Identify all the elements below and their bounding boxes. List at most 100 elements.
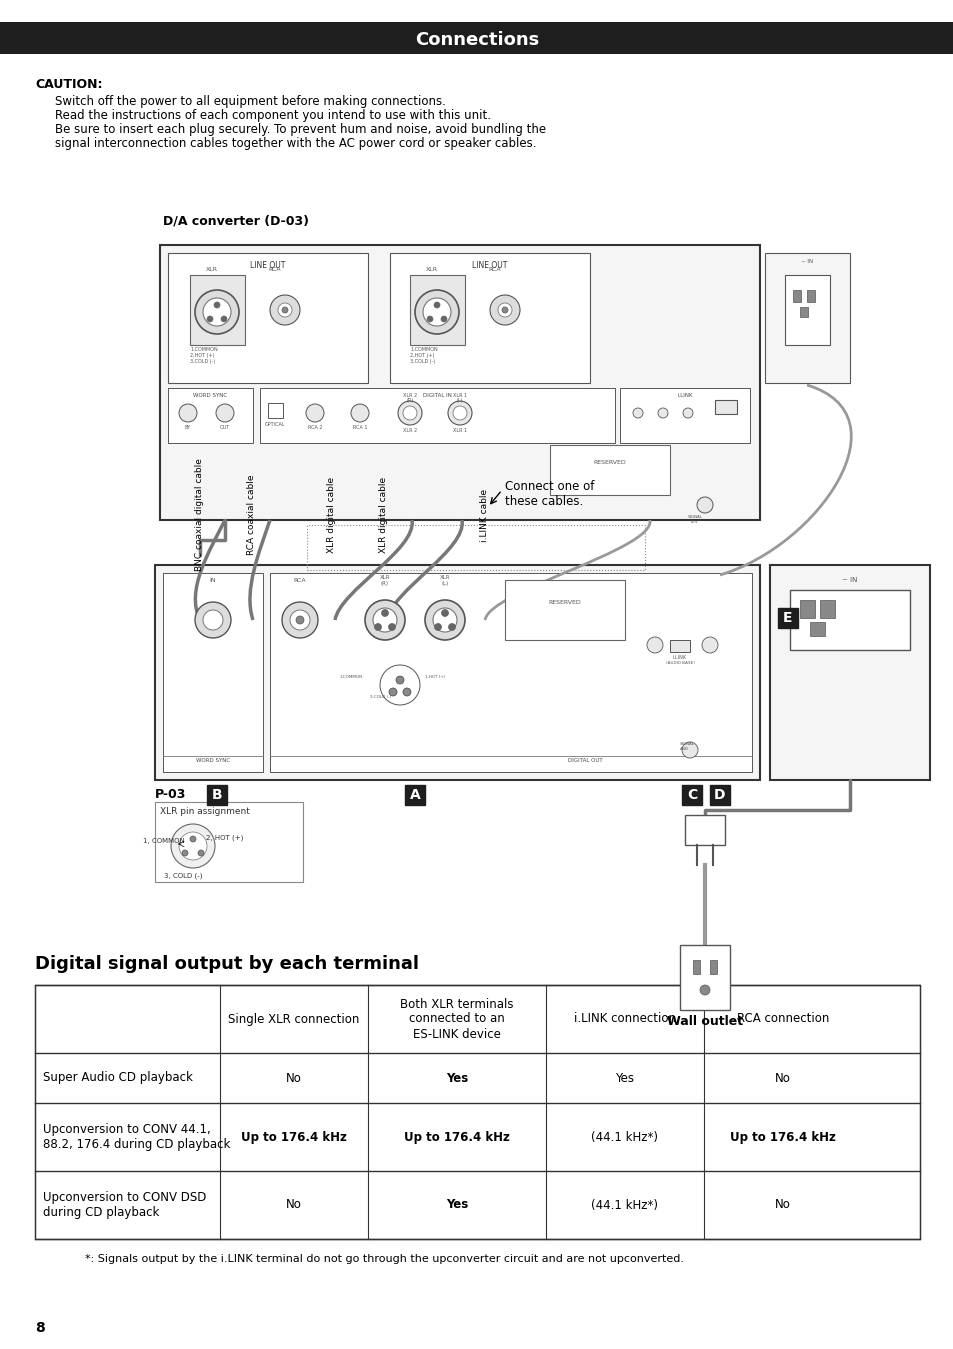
Bar xyxy=(684,815,724,844)
Text: Read the instructions of each component you intend to use with this unit.: Read the instructions of each component … xyxy=(55,109,491,121)
Circle shape xyxy=(389,688,396,696)
Circle shape xyxy=(373,608,396,631)
Text: OPTICAL: OPTICAL xyxy=(264,422,285,428)
Text: XLR 1: XLR 1 xyxy=(453,393,467,398)
Text: D/A converter (D-03): D/A converter (D-03) xyxy=(163,214,309,228)
Text: Digital signal output by each terminal: Digital signal output by each terminal xyxy=(35,955,418,973)
Text: (44.1 kHz*): (44.1 kHz*) xyxy=(591,1198,658,1211)
Circle shape xyxy=(397,401,421,425)
Text: LINE OUT: LINE OUT xyxy=(250,260,285,270)
Text: 2,HOT (+): 2,HOT (+) xyxy=(190,353,214,357)
Bar xyxy=(619,389,749,442)
Text: 3, COLD (-): 3, COLD (-) xyxy=(164,873,202,880)
Circle shape xyxy=(198,850,204,857)
Text: 1,COMMON: 1,COMMON xyxy=(410,347,437,352)
Circle shape xyxy=(171,824,214,867)
Circle shape xyxy=(190,836,195,842)
Circle shape xyxy=(194,602,231,638)
Text: 2, HOT (+): 2, HOT (+) xyxy=(206,835,243,842)
Bar xyxy=(35,985,919,1238)
Text: D: D xyxy=(714,788,725,803)
Circle shape xyxy=(681,742,698,758)
Circle shape xyxy=(365,600,405,639)
Text: (AUDIO BASE): (AUDIO BASE) xyxy=(665,661,694,665)
Text: C: C xyxy=(686,788,697,803)
Bar xyxy=(154,803,303,882)
Bar xyxy=(504,580,624,639)
Bar xyxy=(550,445,669,495)
Text: (R): (R) xyxy=(406,398,414,403)
Bar xyxy=(800,308,807,317)
Circle shape xyxy=(215,403,233,422)
Bar xyxy=(769,565,929,780)
Circle shape xyxy=(381,610,388,616)
Text: 1,COMMON: 1,COMMON xyxy=(190,347,217,352)
Circle shape xyxy=(700,985,709,996)
Bar xyxy=(789,590,909,650)
Bar xyxy=(268,403,283,418)
Text: RCA connection: RCA connection xyxy=(736,1013,828,1025)
Circle shape xyxy=(282,602,317,638)
Circle shape xyxy=(434,302,439,308)
Circle shape xyxy=(379,665,419,706)
Text: 3,COLD (-): 3,COLD (-) xyxy=(410,359,435,364)
Text: i.LINK: i.LINK xyxy=(677,393,692,398)
Text: 1, COMMON: 1, COMMON xyxy=(143,838,185,844)
Bar xyxy=(806,290,814,302)
Text: RCA coaxial cable: RCA coaxial cable xyxy=(247,475,256,556)
Text: 3,COLD (-): 3,COLD (-) xyxy=(190,359,215,364)
Circle shape xyxy=(402,688,411,696)
Bar xyxy=(190,275,245,345)
Circle shape xyxy=(290,610,310,630)
Circle shape xyxy=(182,850,188,857)
Circle shape xyxy=(497,304,512,317)
Text: 8: 8 xyxy=(35,1321,45,1336)
Text: Super Audio CD playback: Super Audio CD playback xyxy=(43,1071,193,1085)
Text: Wall outlet: Wall outlet xyxy=(666,1014,742,1028)
Circle shape xyxy=(682,407,692,418)
Text: XLR pin assignment: XLR pin assignment xyxy=(160,807,250,816)
Circle shape xyxy=(179,403,196,422)
Text: XLR
(L): XLR (L) xyxy=(439,575,450,585)
Bar xyxy=(679,946,729,1010)
Circle shape xyxy=(277,304,292,317)
Bar xyxy=(260,389,615,442)
Bar xyxy=(809,622,824,635)
Bar xyxy=(784,275,829,345)
Circle shape xyxy=(295,616,304,625)
Text: XLR 2: XLR 2 xyxy=(402,393,416,398)
Bar xyxy=(0,22,953,54)
Text: RESERVED: RESERVED xyxy=(593,460,626,465)
Text: A: A xyxy=(409,788,420,803)
Text: B: B xyxy=(212,788,222,803)
Circle shape xyxy=(213,302,220,308)
Text: DIGITAL OUT: DIGITAL OUT xyxy=(567,758,601,764)
Bar xyxy=(792,290,801,302)
Text: XLR digital cable: XLR digital cable xyxy=(379,478,388,553)
Text: P-03: P-03 xyxy=(154,788,186,801)
Text: WORD SYNC: WORD SYNC xyxy=(195,758,230,764)
Text: E: E xyxy=(782,611,792,625)
Text: DIGITAL IN: DIGITAL IN xyxy=(422,393,451,398)
Circle shape xyxy=(194,290,239,335)
Circle shape xyxy=(306,403,324,422)
Text: XLR 1: XLR 1 xyxy=(453,428,467,433)
Circle shape xyxy=(440,316,447,322)
Text: OUT: OUT xyxy=(219,425,230,430)
Text: XLR: XLR xyxy=(426,267,437,272)
Circle shape xyxy=(203,298,231,326)
Text: SIGNAL
AND: SIGNAL AND xyxy=(679,742,695,750)
Bar xyxy=(410,275,464,345)
Bar xyxy=(669,639,689,652)
Text: XLR digital cable: XLR digital cable xyxy=(327,478,336,553)
Bar xyxy=(207,785,227,805)
Text: Switch off the power to all equipment before making connections.: Switch off the power to all equipment be… xyxy=(55,94,445,108)
Circle shape xyxy=(427,316,433,322)
Text: RESERVED: RESERVED xyxy=(548,600,580,606)
Text: Up to 176.4 kHz: Up to 176.4 kHz xyxy=(404,1130,510,1144)
Text: Up to 176.4 kHz: Up to 176.4 kHz xyxy=(241,1130,347,1144)
Text: i.LINK: i.LINK xyxy=(672,656,686,660)
Circle shape xyxy=(658,407,667,418)
Text: *: Signals output by the i.LINK terminal do not go through the upconverter circu: *: Signals output by the i.LINK terminal… xyxy=(85,1255,683,1264)
Text: XLR: XLR xyxy=(206,267,218,272)
